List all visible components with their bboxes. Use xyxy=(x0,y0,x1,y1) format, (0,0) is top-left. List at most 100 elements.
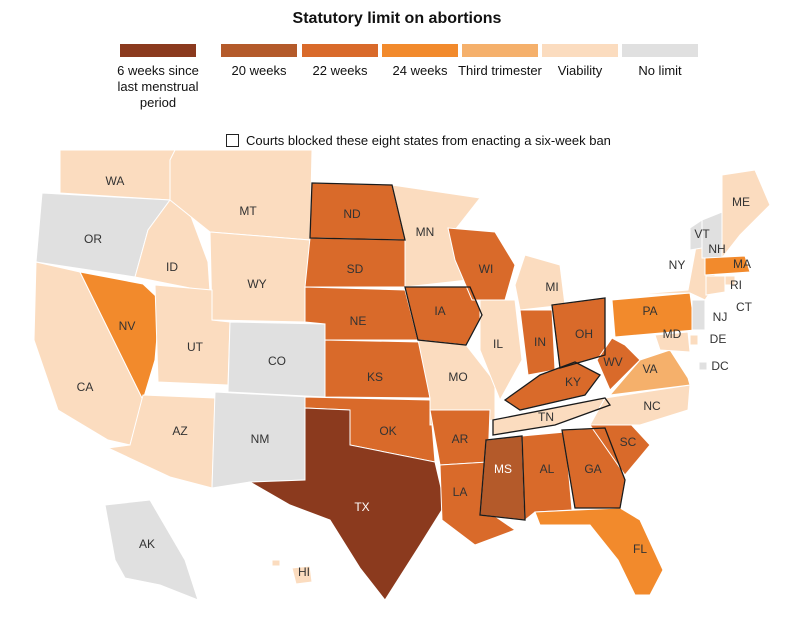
legend-label: 20 weeks xyxy=(231,63,287,78)
state-nj[interactable] xyxy=(691,299,706,331)
state-label-nc: NC xyxy=(643,399,661,413)
state-label-ky: KY xyxy=(565,375,581,389)
blocked-outline-ga xyxy=(561,427,626,509)
map-title: Statutory limit on abortions xyxy=(292,10,502,27)
state-label-mo: MO xyxy=(448,370,467,384)
state-label-ma: MA xyxy=(733,257,751,271)
legend-label: Viability xyxy=(557,63,603,78)
note-text: Courts blocked these eight states from e… xyxy=(246,133,611,148)
state-label-nm: NM xyxy=(251,432,270,446)
blocked-outline-ky xyxy=(503,361,601,411)
legend-swatch xyxy=(622,44,698,57)
state-label-va: VA xyxy=(642,362,657,376)
state-label-az: AZ xyxy=(172,424,187,438)
state-label-co: CO xyxy=(268,354,286,368)
state-label-ri: RI xyxy=(730,278,742,292)
state-ma[interactable] xyxy=(704,255,751,276)
state-ak[interactable] xyxy=(104,499,199,601)
legend-item-nolimit: No limit xyxy=(610,44,710,79)
state-label-vt: VT xyxy=(694,227,710,241)
legend-label: 6 weeks since last menstrual period xyxy=(117,63,199,110)
legend-label: No limit xyxy=(638,63,682,78)
state-ks[interactable] xyxy=(324,339,431,399)
state-label-wa: WA xyxy=(106,174,125,188)
state-label-md: MD xyxy=(663,327,682,341)
state-label-oh: OH xyxy=(575,327,593,341)
state-label-al: AL xyxy=(540,462,555,476)
state-ct[interactable] xyxy=(705,275,726,296)
state-label-ga: GA xyxy=(584,462,601,476)
state-label-nj: NJ xyxy=(713,310,728,324)
state-me[interactable] xyxy=(721,169,771,260)
state-label-mi: MI xyxy=(545,280,558,294)
outline-swatch xyxy=(226,134,239,147)
state-hi[interactable] xyxy=(271,559,313,585)
state-label-de: DE xyxy=(710,332,727,346)
state-label-ak: AK xyxy=(139,537,155,551)
state-label-ca: CA xyxy=(77,380,94,394)
legend-label: Third trimester xyxy=(458,63,542,78)
state-label-wi: WI xyxy=(479,262,494,276)
blocked-outline-nd xyxy=(309,182,406,241)
state-label-nh: NH xyxy=(708,242,725,256)
state-wv[interactable] xyxy=(596,337,641,391)
legend-swatch xyxy=(542,44,618,57)
state-label-ar: AR xyxy=(452,432,469,446)
state-md[interactable] xyxy=(654,331,691,353)
blocked-outline-oh xyxy=(551,297,606,369)
legend-label: 24 weeks xyxy=(392,63,448,78)
state-label-tx: TX xyxy=(354,500,369,514)
state-mi[interactable] xyxy=(514,254,566,311)
state-tx[interactable] xyxy=(248,407,446,601)
state-label-nv: NV xyxy=(119,319,136,333)
state-label-ia: IA xyxy=(434,304,445,318)
state-fl[interactable] xyxy=(534,507,664,596)
state-label-ok: OK xyxy=(379,424,396,438)
state-ms[interactable] xyxy=(479,435,526,521)
state-label-mn: MN xyxy=(416,225,435,239)
state-label-la: LA xyxy=(453,485,468,499)
state-label-hi: HI xyxy=(298,565,310,579)
state-label-wv: WV xyxy=(603,355,622,369)
state-label-ms: MS xyxy=(494,462,512,476)
legend-item-w24: 24 weeks xyxy=(370,44,470,79)
state-label-id: ID xyxy=(166,260,178,274)
state-label-ct: CT xyxy=(736,300,753,314)
legend-item-w20: 20 weeks xyxy=(209,44,309,79)
state-label-ne: NE xyxy=(350,314,367,328)
legend-item-third: Third trimester xyxy=(450,44,550,79)
state-label-sd: SD xyxy=(347,262,364,276)
blocked-outline-ms xyxy=(479,435,526,521)
state-label-sc: SC xyxy=(620,435,637,449)
blocked-states-note: Courts blocked these eight states from e… xyxy=(226,133,611,148)
state-label-me: ME xyxy=(732,195,750,209)
state-label-wy: WY xyxy=(247,277,266,291)
state-dc[interactable] xyxy=(698,361,708,371)
legend-swatch xyxy=(462,44,538,57)
legend-swatch xyxy=(221,44,297,57)
legend-item-viability: Viability xyxy=(530,44,630,79)
state-label-mt: MT xyxy=(239,204,257,218)
state-label-ny: NY xyxy=(669,258,686,272)
state-label-or: OR xyxy=(84,232,102,246)
legend-item-six_weeks: 6 weeks since last menstrual period xyxy=(108,44,208,111)
legend-swatch xyxy=(120,44,196,57)
state-label-ut: UT xyxy=(187,340,204,354)
state-label-dc: DC xyxy=(711,359,729,373)
state-label-nd: ND xyxy=(343,207,361,221)
state-de[interactable] xyxy=(689,334,699,346)
legend-swatch xyxy=(382,44,458,57)
legend-item-w22: 22 weeks xyxy=(290,44,390,79)
state-label-il: IL xyxy=(493,337,503,351)
state-label-tn: TN xyxy=(538,410,554,424)
state-label-in: IN xyxy=(534,335,546,349)
state-il[interactable] xyxy=(479,299,523,402)
state-label-ks: KS xyxy=(367,370,383,384)
state-label-pa: PA xyxy=(642,304,657,318)
blocked-outline-tn xyxy=(492,397,612,436)
state-label-fl: FL xyxy=(633,542,647,556)
legend-label: 22 weeks xyxy=(312,63,368,78)
legend-swatch xyxy=(302,44,378,57)
state-va[interactable] xyxy=(608,349,691,396)
